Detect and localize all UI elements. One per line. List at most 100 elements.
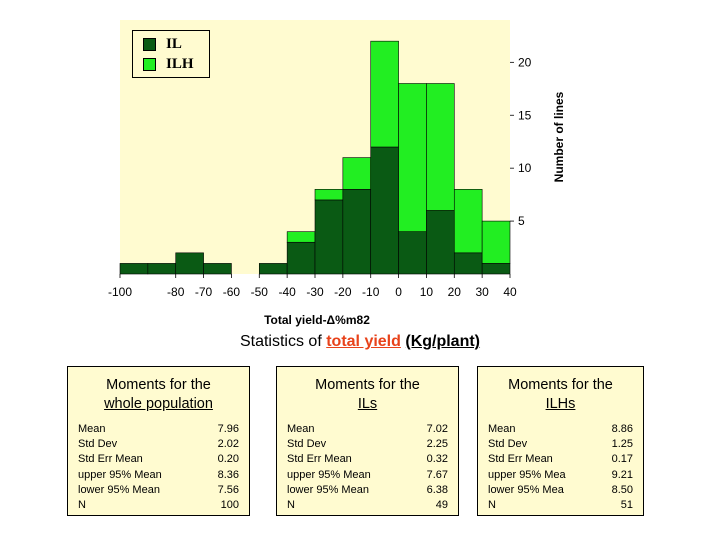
moments-row: Mean 7.96	[78, 422, 239, 437]
statistics-title-unit: (Kg/plant)	[405, 333, 481, 350]
bar-il--90	[147, 263, 177, 275]
moments-row-label: upper 95% Mean	[287, 468, 371, 481]
y-tick-label: 10	[518, 161, 532, 175]
moments-row: Mean 7.02	[287, 422, 448, 437]
moments-row: upper 95% Mean 8.36	[78, 468, 239, 483]
bar-il--30	[314, 199, 344, 275]
moments-heading-line2: whole population	[104, 396, 213, 412]
moments-row-label: lower 95% Mean	[78, 483, 160, 496]
x-tick-label: 20	[448, 285, 462, 299]
moments-row-value: 2.02	[217, 438, 239, 451]
moments-row-value: 7.96	[217, 423, 239, 435]
x-tick-label: -30	[306, 285, 324, 299]
bar-il-10	[426, 210, 455, 275]
y-tick-label: 5	[518, 214, 525, 228]
x-tick-label: -100	[108, 285, 132, 299]
moments-table: Mean 7.02 Std Dev 2.25 Std Err Mean 0.32 upper…	[287, 422, 448, 513]
moments-heading-line1: Moments for the	[508, 377, 613, 393]
statistics-title-highlight: total yield	[326, 333, 401, 350]
bar-il--50	[258, 263, 288, 275]
moments-box-1: Moments for the whole population Mean 7.96 S…	[67, 366, 250, 516]
moments-row-value: 7.56	[217, 483, 239, 496]
bar-ilh-30	[481, 220, 511, 264]
moments-row: N 49	[287, 498, 448, 513]
moments-row-value: 6.38	[426, 483, 448, 496]
bar-ilh-10	[426, 83, 455, 211]
moments-row-value: 100	[220, 499, 239, 512]
legend-label-ilh: ILH	[166, 55, 194, 72]
bar-il--40	[286, 241, 316, 275]
moments-table: Mean 7.96 Std Dev 2.02 Std Err Mean 0.20 upper…	[78, 422, 239, 513]
moments-row-value: 49	[435, 499, 448, 512]
bar-il--10	[370, 146, 399, 275]
statistics-title-prefix: Statistics of	[239, 333, 327, 350]
moments-row-label: Std Dev	[287, 438, 327, 451]
bar-ilh-20	[453, 189, 483, 254]
moments-row: N 51	[488, 498, 633, 513]
moments-row-label: N	[78, 499, 86, 512]
moments-row-value: 7.02	[426, 423, 448, 435]
bar-ilh--10	[370, 40, 399, 148]
bar-il-0	[398, 231, 427, 275]
moments-row-label: Mean	[78, 423, 106, 435]
moments-row-value: 8.50	[611, 483, 633, 496]
bar-il-20	[453, 252, 483, 275]
moments-box-heading: Moments for the ILs	[277, 376, 458, 414]
histogram-chart: -100 -80 -70 -60 -50 -40 -30 -20 -10 0 10 20 30 40 51…	[108, 20, 566, 327]
moments-row-value: 7.67	[426, 468, 448, 481]
y-axis-label: Number of lines	[552, 91, 566, 182]
moments-row-label: N	[488, 499, 496, 512]
moments-row-value: 0.17	[611, 453, 633, 466]
x-tick-label: -50	[251, 285, 269, 299]
x-tick-label: 40	[503, 285, 517, 299]
bar-il--100	[119, 263, 149, 275]
y-tick-label: 20	[518, 55, 532, 69]
x-tick-label: 30	[475, 285, 489, 299]
moments-row-value: 0.32	[426, 453, 448, 466]
legend-swatch-ilh	[143, 57, 156, 71]
moments-row: Std Dev 2.25	[287, 437, 448, 452]
x-axis-label: Total yield-Δ%m82	[264, 313, 370, 327]
bar-ilh--40	[286, 231, 316, 243]
moments-box-heading: Moments for the ILHs	[478, 376, 643, 414]
legend-label-il: IL	[166, 35, 182, 52]
bar-ilh--30	[314, 189, 344, 201]
bar-ilh--20	[342, 157, 372, 190]
moments-row-value: 51	[620, 499, 633, 512]
x-tick-label: -60	[223, 285, 241, 299]
chart-legend: IL ILH	[132, 30, 210, 78]
moments-row: lower 95% Mea 8.50	[488, 483, 633, 498]
moments-table: Mean 8.86 Std Dev 1.25 Std Err Mean 0.17 upper…	[488, 422, 633, 513]
moments-row-label: Std Err Mean	[78, 453, 143, 466]
moments-row-value: 9.21	[611, 468, 633, 481]
x-tick-label: -40	[278, 285, 296, 299]
moments-row-label: Mean	[488, 423, 516, 435]
moments-row: upper 95% Mean 7.67	[287, 468, 448, 483]
legend-item-ilh: ILH	[143, 55, 194, 72]
x-tick-label: 0	[395, 285, 402, 299]
moments-row-label: upper 95% Mea	[488, 468, 566, 481]
moments-heading-line2: ILs	[357, 396, 378, 412]
moments-row: N 100	[78, 498, 239, 513]
x-tick-label: -70	[195, 285, 213, 299]
y-tick-label: 15	[518, 108, 532, 122]
moments-row-label: Std Err Mean	[488, 453, 553, 466]
moments-row-value: 8.86	[611, 423, 633, 435]
moments-heading-line1: Moments for the	[315, 377, 420, 393]
x-tick-label: -80	[167, 285, 185, 299]
moments-row-label: Mean	[287, 423, 315, 435]
moments-row-value: 0.20	[217, 453, 239, 466]
moments-row-value: 8.36	[217, 468, 239, 481]
statistics-title: Statistics of total yield (Kg/plant)	[0, 333, 720, 351]
legend-swatch-il	[143, 37, 156, 51]
moments-box-3: Moments for the ILHs Mean 8.86 Std Dev 1.25 St…	[477, 366, 644, 516]
moments-row: lower 95% Mean 7.56	[78, 483, 239, 498]
moments-row-label: Std Dev	[78, 438, 118, 451]
moments-box-heading: Moments for the whole population	[68, 376, 249, 414]
legend-item-il: IL	[143, 35, 182, 52]
x-tick-label: 10	[420, 285, 434, 299]
moments-row: Std Err Mean 0.20	[78, 452, 239, 467]
bar-ilh-0	[398, 83, 427, 232]
moments-row-label: N	[287, 499, 295, 512]
moments-heading-line2: ILHs	[545, 396, 576, 412]
